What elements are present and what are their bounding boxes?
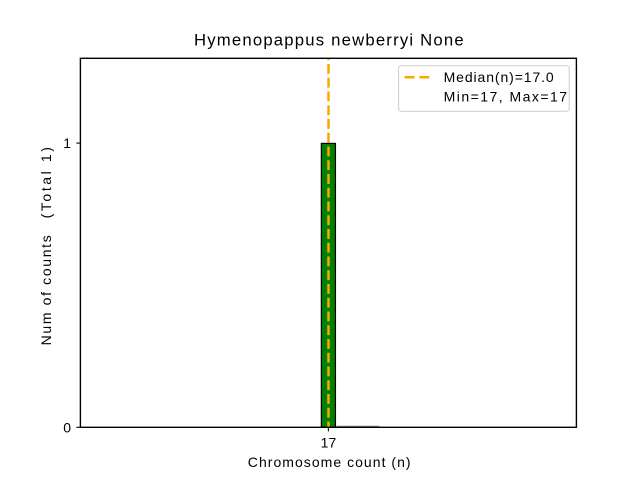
svg-text:Hymenopappus newberryi None: Hymenopappus newberryi None [194, 30, 464, 49]
svg-text:(Total 1): (Total 1) [38, 147, 54, 218]
svg-text:17: 17 [321, 434, 337, 450]
svg-text:Num of counts: Num of counts [38, 235, 54, 345]
svg-text:0: 0 [63, 420, 71, 436]
svg-text:Chromosome count (n): Chromosome count (n) [248, 454, 411, 470]
svg-text:Median(n)=17.0: Median(n)=17.0 [444, 69, 554, 85]
svg-text:Min=17, Max=17: Min=17, Max=17 [444, 89, 568, 105]
svg-text:1: 1 [63, 135, 71, 151]
